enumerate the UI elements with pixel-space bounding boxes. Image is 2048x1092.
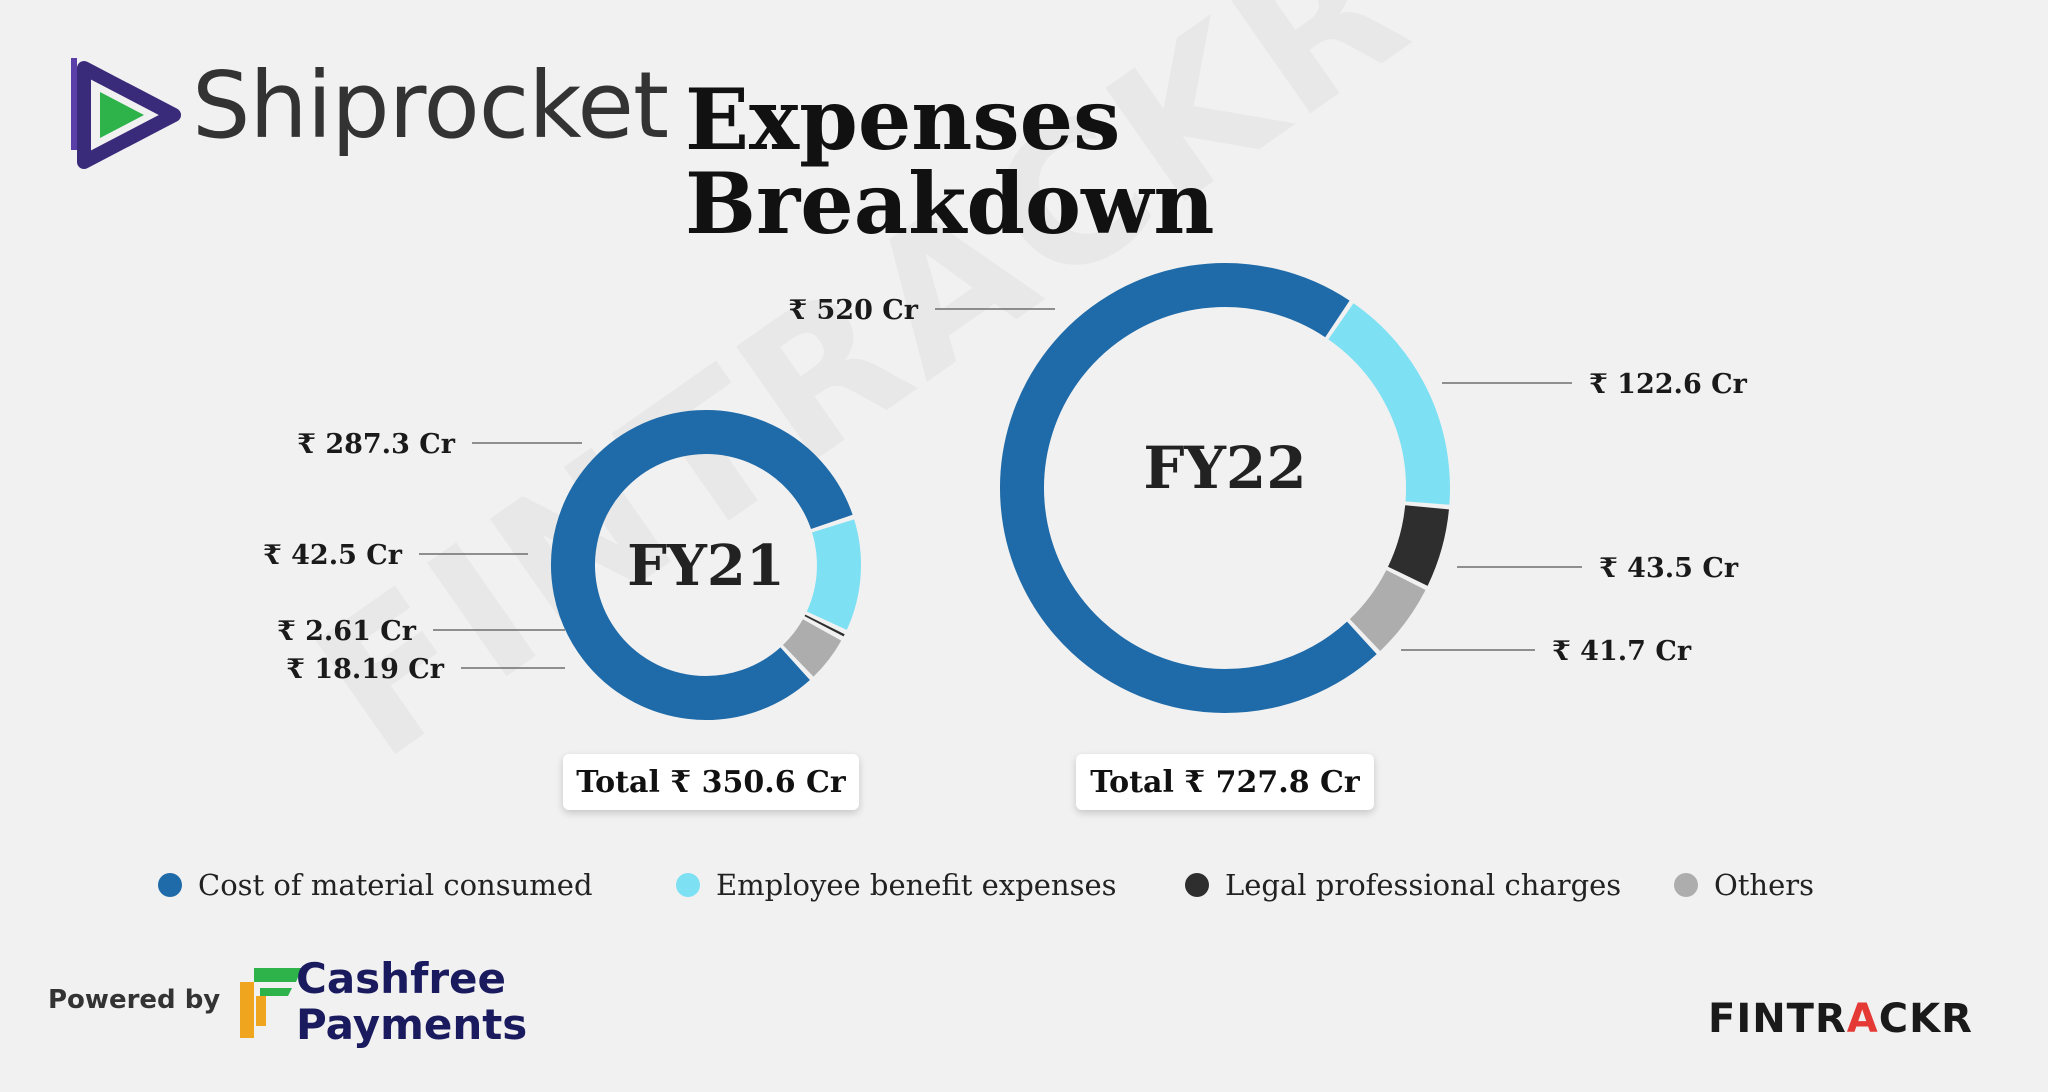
legend-swatch — [676, 873, 700, 897]
legend-label: Cost of material consumed — [198, 868, 593, 902]
fy22-total-label: Total ₹ 727.8 Cr — [1090, 764, 1360, 800]
fy22-slice-others — [1349, 569, 1426, 651]
powered-by-label: Powered by — [48, 985, 221, 1015]
legend-item-legal-professional: Legal professional charges — [1185, 868, 1621, 902]
fy21-value-label: ₹ 42.5 Cr — [263, 540, 403, 571]
fy22-value-label: ₹ 520 Cr — [788, 295, 918, 326]
cashfree-line2: Payments — [296, 1000, 528, 1049]
cashfree-logo-icon — [240, 968, 302, 1038]
fy22-slice-legal-professional — [1387, 504, 1449, 586]
fy22-value-label: ₹ 43.5 Cr — [1599, 553, 1739, 584]
fy21-value-label: ₹ 2.61 Cr — [277, 616, 417, 647]
legend: Cost of material consumed Employee benef… — [0, 868, 2048, 908]
fy21-slice-legal-professional — [804, 614, 845, 637]
fy21-slice-cost-of-material — [551, 410, 853, 720]
fy22-slice-employee-benefit — [1327, 303, 1450, 505]
legend-item-cost-of-material: Cost of material consumed — [158, 868, 593, 902]
legend-label: Legal professional charges — [1225, 868, 1622, 902]
fy22-center-title: FY22 — [1143, 434, 1306, 502]
legend-label: Others — [1714, 868, 1815, 902]
fy21-center-title: FY21 — [627, 533, 785, 599]
fy22-slice-cost-of-material — [1000, 263, 1377, 713]
fy22-value-label: ₹ 41.7 Cr — [1552, 636, 1692, 667]
fintrackr-logo: FINTRACKR — [1708, 996, 1973, 1042]
fy21-slice-others — [782, 618, 842, 677]
legend-swatch — [1185, 873, 1209, 897]
header: Shiprocket Expenses Breakdown — [70, 40, 1670, 246]
fy22-total-badge: Total ₹ 727.8 Cr — [1076, 754, 1374, 810]
brand-name: Shiprocket — [192, 52, 669, 159]
fintrackr-part-1: FINTR — [1708, 996, 1847, 1042]
legend-swatch — [158, 873, 182, 897]
fy22-value-label: ₹ 122.6 Cr — [1589, 369, 1748, 400]
fintrackr-part-2: A — [1846, 996, 1879, 1042]
cashfree-line1: Cashfree — [296, 954, 507, 1003]
page-title: Expenses Breakdown — [685, 70, 1215, 253]
legend-label: Employee benefit expenses — [716, 868, 1117, 902]
fy21-value-label: ₹ 287.3 Cr — [297, 429, 456, 460]
fy21-total-label: Total ₹ 350.6 Cr — [576, 764, 846, 800]
legend-item-employee-benefit: Employee benefit expenses — [676, 868, 1117, 902]
fy21-value-label: ₹ 18.19 Cr — [286, 654, 445, 685]
fintrackr-part-3: CKR — [1878, 996, 1973, 1042]
fy21-total-badge: Total ₹ 350.6 Cr — [563, 754, 859, 810]
cashfree-wordmark: Cashfree Payments — [296, 956, 527, 1048]
legend-swatch — [1674, 873, 1698, 897]
fy21-slice-employee-benefit — [806, 519, 861, 630]
shiprocket-logo-icon — [71, 58, 181, 169]
legend-item-others: Others — [1674, 868, 1814, 902]
